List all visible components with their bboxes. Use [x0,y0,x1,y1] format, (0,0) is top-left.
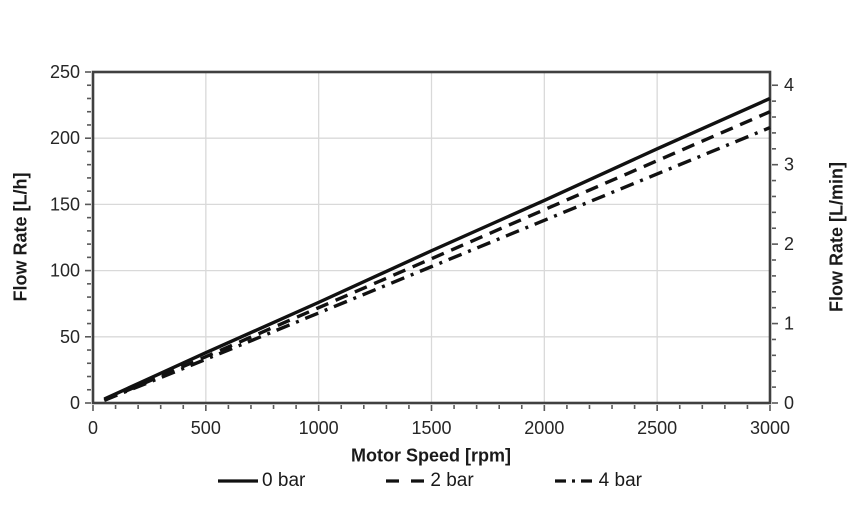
chart-legend: 0 bar 2 bar 4 bar [0,470,859,492]
legend-marker-dashdot-line-icon [554,479,595,483]
y-right-axis-tick-label: 0 [784,393,794,413]
y-left-axis-tick-label: 100 [50,261,80,281]
legend-label-4-bar: 4 bar [598,470,642,491]
y-left-axis-tick-label: 50 [60,327,80,347]
series-line-0-bar [103,96,771,401]
legend-label-0-bar: 0 bar [262,470,306,491]
plot-border [91,70,772,405]
y-axis-title-left: Flow Rate [L/h] [10,172,31,302]
x-axis-tick-label: 2500 [637,418,677,438]
series-line-4-bar [103,126,771,402]
x-axis-tick-label: 1500 [411,418,451,438]
y-right-axis-tick-label: 3 [784,155,794,175]
x-axis-tick-label: 0 [88,418,98,438]
legend-item-2-bar: 2 bar [385,470,474,492]
legend-label-2-bar: 2 bar [430,470,474,491]
series-line-2-bar [103,110,771,402]
x-axis-tick-label: 500 [191,418,221,438]
y-right-axis-tick-label: 2 [784,234,794,254]
x-axis-tick-label: 1000 [299,418,339,438]
y-left-axis-tick-label: 150 [50,194,80,214]
legend-marker-dashed-line-icon [386,479,427,483]
y-right-axis-tick-label: 1 [784,314,794,334]
legend-marker-solid-line-icon [218,479,259,483]
x-axis-tick-label: 2000 [524,418,564,438]
y-axis-title-right: Flow Rate [L/min] [826,162,847,312]
legend-item-4-bar: 4 bar [554,470,642,492]
legend-item-0-bar: 0 bar [217,470,305,492]
x-axis-tick-label: 3000 [750,418,790,438]
y-left-axis-tick-label: 0 [70,393,80,413]
y-left-axis-tick-label: 200 [50,128,80,148]
y-right-axis-tick-label: 4 [784,75,794,95]
x-axis-title: Motor Speed [rpm] [351,445,511,466]
y-left-axis-tick-label: 250 [50,62,80,82]
